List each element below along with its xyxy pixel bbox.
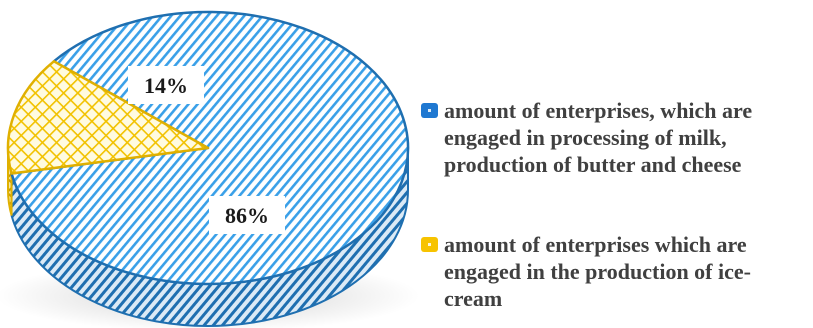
pie-chart: 86% 14% bbox=[0, 10, 420, 328]
data-label-box bbox=[128, 66, 204, 104]
data-label-box bbox=[209, 196, 285, 234]
legend: amount of enterprises, which are engaged… bbox=[421, 0, 811, 328]
legend-label-ice-cream: amount of enterprises which are engaged … bbox=[444, 232, 751, 311]
legend-item-dairy: amount of enterprises, which are engaged… bbox=[421, 97, 791, 178]
legend-swatch-blue bbox=[421, 103, 438, 118]
pie-slice-ice-cream bbox=[6, 60, 210, 175]
data-label-dairy: 86% bbox=[225, 203, 269, 228]
legend-item-ice-cream: amount of enterprises which are engaged … bbox=[421, 231, 806, 312]
legend-swatch-yellow bbox=[421, 237, 438, 252]
pie-slice-dairy bbox=[10, 10, 410, 286]
data-label-ice-cream: 14% bbox=[144, 73, 188, 98]
legend-label-dairy: amount of enterprises, which are engaged… bbox=[444, 98, 753, 177]
